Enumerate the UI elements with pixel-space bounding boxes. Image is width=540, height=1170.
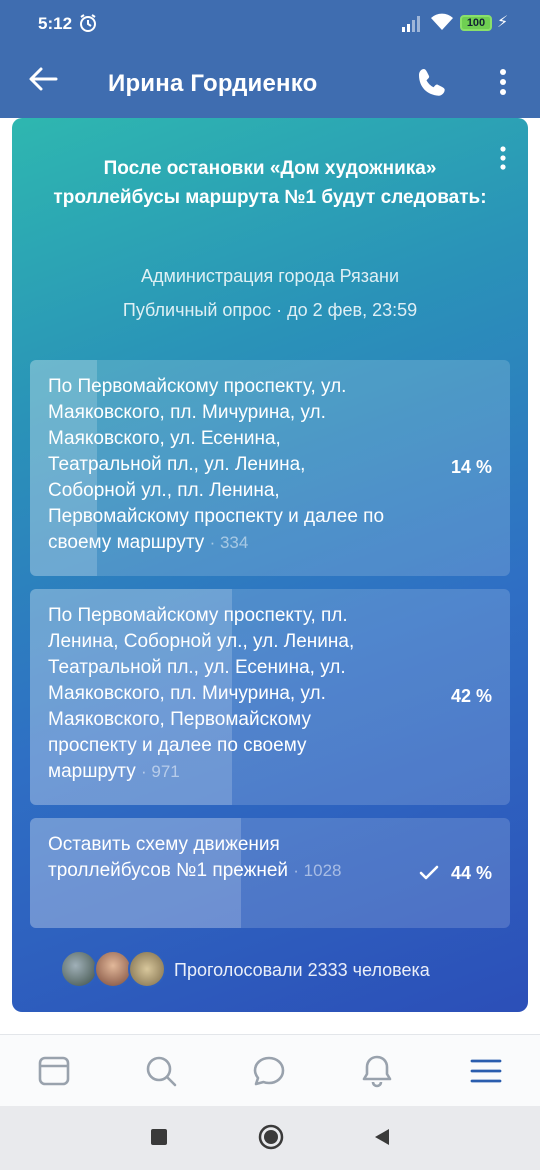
chat-header: Ирина Гордиенко: [0, 48, 540, 120]
poll-card: После остановки «Дом художника» троллейб…: [12, 118, 528, 1012]
more-vertical-icon[interactable]: [492, 66, 514, 98]
checkmark-icon: [419, 865, 439, 880]
poll-option-count: · 334: [209, 533, 249, 552]
poll-option-selected[interactable]: Оставить схему движения троллейбусов №1 …: [30, 818, 510, 928]
poll-option-count: · 1028: [293, 861, 342, 880]
back-arrow-icon[interactable]: [26, 62, 60, 96]
feed-icon[interactable]: [36, 1053, 72, 1089]
signal-icon: [402, 16, 420, 32]
alarm-icon: [80, 14, 96, 32]
poll-option-text: По Первомайскому проспекту, ул. Маяковск…: [48, 374, 388, 556]
poll-option-bar: [30, 589, 232, 805]
poll-option[interactable]: По Первомайскому проспекту, пл. Ленина, …: [30, 589, 510, 805]
notifications-icon[interactable]: [359, 1053, 395, 1089]
poll-option[interactable]: По Первомайскому проспекту, ул. Маяковск…: [30, 360, 510, 576]
voted-count: Проголосовали 2333 человека: [174, 960, 430, 980]
poll-option-bar: [30, 360, 98, 576]
bottom-tab-bar: [0, 1034, 540, 1106]
poll-option-percent: 14 %: [450, 457, 492, 477]
poll-question: После остановки «Дом художника» троллейб…: [53, 158, 487, 208]
voters-summary[interactable]: Проголосовали 2333 человека: [60, 950, 500, 990]
messages-icon[interactable]: [251, 1053, 287, 1089]
poll-option-label: По Первомайскому проспекту, ул. Маяковск…: [48, 376, 385, 553]
voter-avatar: [60, 950, 98, 988]
wifi-icon: [431, 13, 453, 30]
voter-avatar: [128, 950, 166, 988]
poll-meta: Публичный опрос · до 2 фев, 23:59: [122, 300, 418, 320]
poll-option-text: Оставить схему движения троллейбусов №1 …: [48, 832, 388, 884]
back-icon[interactable]: [372, 1127, 392, 1147]
status-bar: 5:12 100 ⚡: [0, 0, 540, 48]
battery-indicator: 100: [460, 15, 492, 31]
home-icon[interactable]: [258, 1124, 284, 1150]
poll-option-text: По Первомайскому проспекту, пл. Ленина, …: [48, 603, 388, 785]
poll-more-icon[interactable]: [494, 144, 512, 174]
search-icon[interactable]: [143, 1053, 179, 1089]
voter-avatar: [94, 950, 132, 988]
status-time: 5:12: [38, 14, 73, 33]
poll-option-percent: 42 %: [450, 686, 492, 706]
poll-option-label: Оставить схему движения троллейбусов №1 …: [48, 834, 288, 881]
menu-icon[interactable]: [468, 1053, 504, 1089]
poll-option-label: По Первомайскому проспекту, пл. Ленина, …: [48, 605, 355, 782]
charging-icon: ⚡: [497, 14, 509, 31]
poll-author[interactable]: Администрация города Рязани: [140, 266, 400, 286]
recent-apps-icon[interactable]: [150, 1128, 168, 1146]
phone-icon[interactable]: [416, 66, 448, 98]
poll-option-percent: 44 %: [450, 863, 492, 883]
poll-option-bar: [30, 818, 242, 928]
system-navigation-bar: [0, 1106, 540, 1170]
chat-title[interactable]: Ирина Гордиенко: [108, 70, 318, 97]
poll-option-count: · 971: [141, 762, 180, 781]
